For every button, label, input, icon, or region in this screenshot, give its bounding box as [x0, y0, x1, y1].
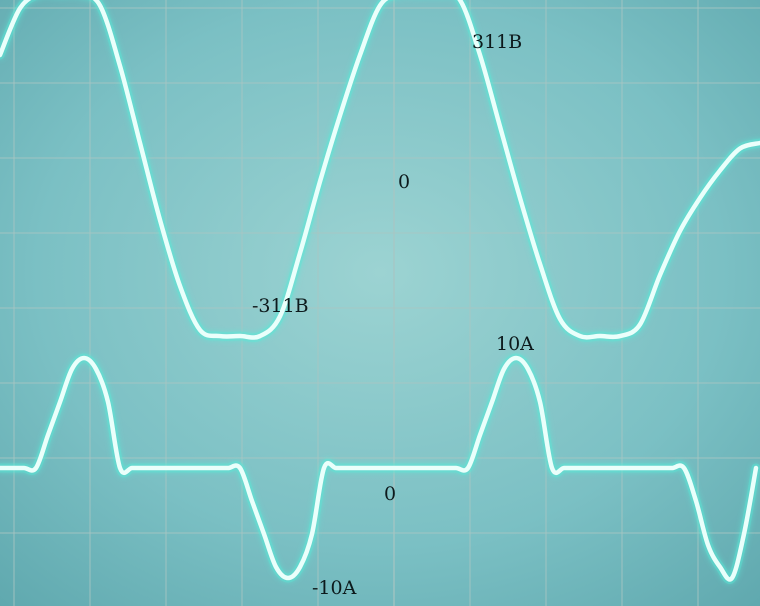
- current-trough-label: -10A: [312, 577, 357, 599]
- current-zero-label: 0: [384, 483, 396, 505]
- current-waveform: [0, 353, 760, 584]
- voltage-peak-label: 311B: [472, 31, 522, 53]
- voltage-waveform: [0, 0, 760, 342]
- current-peak-label: 10A: [496, 333, 534, 355]
- voltage-trough-label: -311B: [252, 295, 309, 317]
- current-trace-line: [0, 355, 759, 582]
- voltage-zero-label: 0: [398, 171, 410, 193]
- voltage-trace-line: [0, 0, 760, 340]
